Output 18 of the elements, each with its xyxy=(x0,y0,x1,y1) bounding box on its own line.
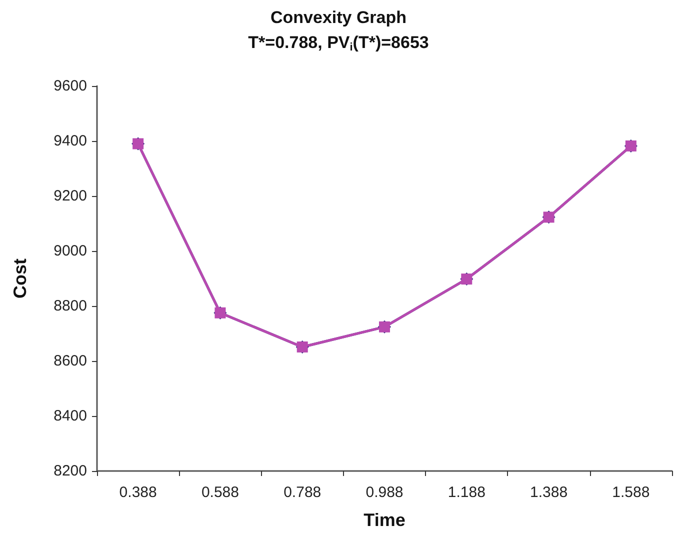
x-tick-label: 0.588 xyxy=(201,484,239,501)
y-axis-title: Cost xyxy=(10,258,30,298)
x-tick-label: 0.788 xyxy=(284,484,322,501)
chart-title: Convexity Graph xyxy=(270,8,407,27)
x-tick-label: 1.388 xyxy=(530,484,568,501)
x-tick-label: 0.988 xyxy=(366,484,404,501)
x-tick-label: 1.188 xyxy=(448,484,486,501)
x-tick-label: 0.388 xyxy=(119,484,157,501)
y-tick-label: 9200 xyxy=(54,188,87,204)
x-axis-title: Time xyxy=(364,510,406,530)
y-tick-label: 8800 xyxy=(54,298,87,314)
y-tick-label: 9600 xyxy=(54,78,87,94)
y-tick-label: 8400 xyxy=(54,408,87,424)
y-tick-label: 9400 xyxy=(54,132,87,150)
y-tick-label: 9000 xyxy=(54,242,87,260)
x-tick-label: 1.588 xyxy=(612,484,650,501)
y-tick-label: 8600 xyxy=(54,352,87,370)
y-tick-label: 8200 xyxy=(54,462,87,480)
